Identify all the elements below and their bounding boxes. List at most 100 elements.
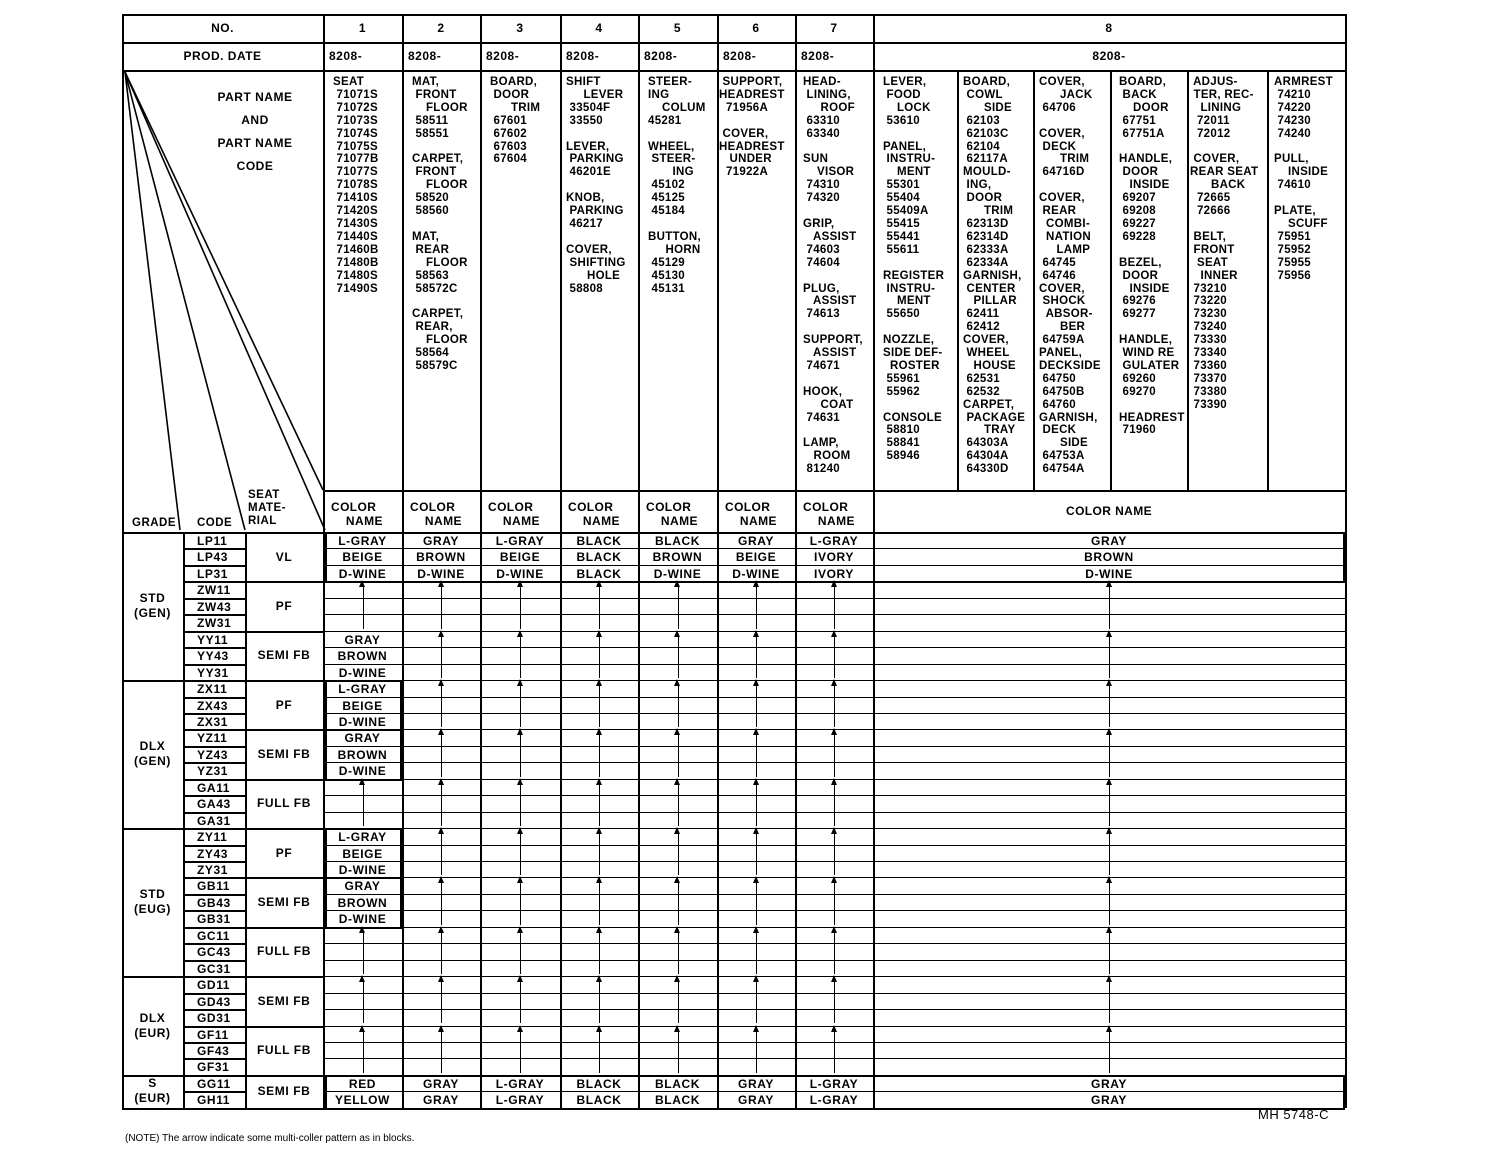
material-divider <box>245 729 323 732</box>
multi-color-arrow-icon <box>595 777 602 827</box>
color-name-header: COLOR NAME <box>646 500 698 528</box>
row-divider <box>323 490 1345 492</box>
column-number: 7 <box>830 21 838 35</box>
color-cell: L-GRAY <box>495 534 545 548</box>
multi-color-arrow-icon <box>752 777 759 827</box>
column-number: 2 <box>437 21 445 35</box>
multi-color-arrow-icon <box>516 679 523 728</box>
column-divider <box>402 14 404 1108</box>
color-cell: L-GRAY <box>809 534 859 548</box>
multi-color-arrow-icon <box>516 728 523 777</box>
grade-cell: STD (EUG) <box>134 887 171 917</box>
multi-color-arrow-icon <box>359 777 365 827</box>
grade-cell: S (EUR) <box>134 1076 171 1106</box>
code-cell: LP31 <box>197 566 229 581</box>
row-divider <box>183 581 245 584</box>
multi-color-arrow-icon <box>516 1024 523 1073</box>
multi-color-arrow-icon <box>1105 876 1112 925</box>
color-cell: GRAY <box>738 1076 774 1091</box>
code-cell: GC11 <box>197 928 231 943</box>
code-cell: ZY11 <box>197 830 228 845</box>
color-block-box <box>325 877 402 929</box>
footnote: (NOTE) The arrow indicate some multi-col… <box>125 1133 415 1144</box>
grade-cell: DLX (GEN) <box>134 739 171 769</box>
code-cell: GH11 <box>197 1093 231 1108</box>
color-cell: GRAY <box>423 1093 459 1108</box>
color-cell: L-GRAY <box>809 1093 859 1108</box>
color-block-box <box>325 680 402 732</box>
seat-material-cell: FULL FB <box>257 796 311 811</box>
prod-date: 8208- <box>486 49 520 63</box>
code-cell: YY11 <box>197 632 229 647</box>
parts-col-3: BOARD, DOOR TRIM 67601 67602 67603 67604 <box>490 76 541 166</box>
row-divider <box>183 745 245 748</box>
multi-color-arrow-icon <box>830 975 837 1024</box>
code-cell: GG11 <box>197 1076 231 1091</box>
color-cell: D-WINE <box>732 566 780 581</box>
code-cell: ZX43 <box>197 698 229 713</box>
color-cell: D-WINE <box>653 566 702 581</box>
code-cell: YZ11 <box>197 731 228 746</box>
code-cell: LP11 <box>197 534 228 548</box>
row-divider <box>323 548 1345 550</box>
row-divider <box>183 943 245 946</box>
multi-color-arrow-icon <box>359 1024 365 1073</box>
grade-divider <box>122 1107 183 1110</box>
multi-color-arrow-icon <box>516 777 523 827</box>
code-cell: ZW43 <box>197 599 232 614</box>
code-cell: GB11 <box>197 879 231 894</box>
color-cell: D-WINE <box>338 764 387 779</box>
color-cell: BEIGE <box>342 846 383 861</box>
grade-divider <box>122 976 183 979</box>
multi-color-arrow-icon <box>830 629 837 679</box>
multi-color-arrow-icon <box>437 925 444 975</box>
table-top-border <box>122 14 1345 16</box>
seat-material-cell: SEMI FB <box>257 747 311 762</box>
color-cell: BEIGE <box>735 550 777 565</box>
code-cell: LP43 <box>197 550 229 565</box>
color-block-box <box>325 532 1345 584</box>
row-divider <box>183 778 245 781</box>
row-divider <box>183 663 245 666</box>
row-divider <box>183 630 245 633</box>
code-cell: ZY31 <box>197 863 229 877</box>
color-cell: BEIGE <box>342 550 383 565</box>
multi-color-arrow-icon <box>437 827 444 876</box>
color-cell: BROWN <box>337 747 388 762</box>
color-cell: GRAY <box>423 1076 459 1091</box>
multi-color-arrow-icon <box>1105 827 1112 876</box>
color-cell: L-GRAY <box>338 534 387 548</box>
code-cell: ZW31 <box>197 616 232 631</box>
color-cell: D-WINE <box>338 566 387 581</box>
color-cell: D-WINE <box>1085 566 1133 581</box>
row-divider <box>183 548 245 551</box>
multi-color-arrow-icon <box>830 925 837 975</box>
color-cell: BROWN <box>337 649 388 664</box>
parts-col-1: SEAT 71071S 71072S 71073S 71074S 71075S … <box>333 76 379 295</box>
material-divider <box>245 976 323 979</box>
multi-color-arrow-icon <box>359 925 365 975</box>
code-cell: GC43 <box>197 945 231 960</box>
row-divider <box>183 844 245 847</box>
parts-col-8b: BOARD, COWL SIDE 62103 62103C 62104 6211… <box>963 76 1026 476</box>
material-divider <box>245 581 323 584</box>
prod-date: 8208- <box>329 49 363 63</box>
color-cell: BLACK <box>576 550 622 565</box>
color-block-box <box>325 729 402 781</box>
multi-color-arrow-icon <box>830 777 837 827</box>
color-cell: IVORY <box>814 550 854 565</box>
multi-color-arrow-icon <box>359 580 365 629</box>
multi-color-arrow-icon <box>595 925 602 975</box>
seat-material-cell: FULL FB <box>257 944 311 959</box>
multi-color-arrow-icon <box>674 975 680 1024</box>
multi-color-arrow-icon <box>516 580 523 629</box>
color-cell: D-WINE <box>338 665 387 680</box>
color-cell: IVORY <box>814 566 854 581</box>
multi-color-arrow-icon <box>830 580 837 629</box>
column-divider <box>1187 70 1189 490</box>
row-divider <box>183 1041 245 1044</box>
color-cell: GRAY <box>1091 1093 1127 1108</box>
code-cell: YY31 <box>197 665 229 680</box>
color-cell: L-GRAY <box>495 1093 545 1108</box>
code-cell: GA43 <box>197 797 231 812</box>
